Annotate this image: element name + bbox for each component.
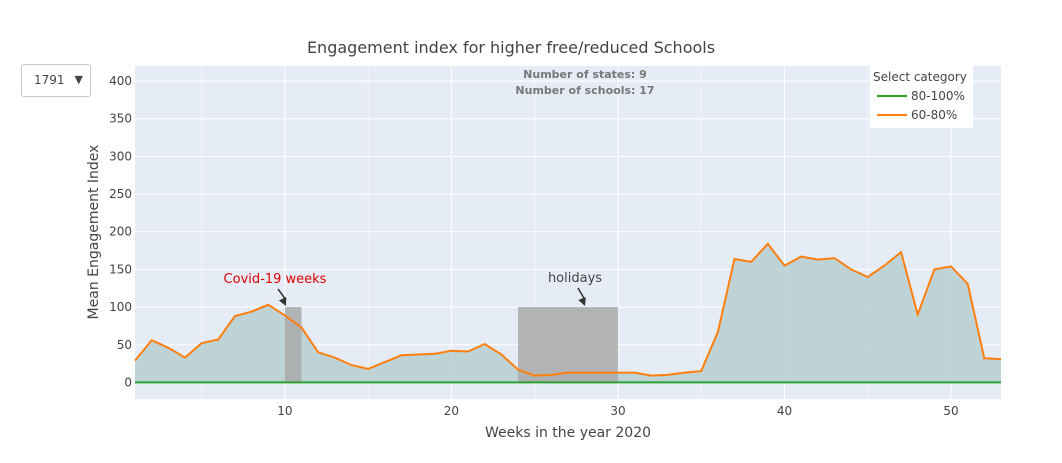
x-tick-label: 20: [444, 404, 459, 418]
legend: Select category 80-100% 60-80%: [870, 66, 973, 128]
x-tick-label: 10: [277, 404, 292, 418]
y-tick-label: 300: [109, 149, 132, 163]
category-dropdown[interactable]: 1791 ▼: [21, 64, 91, 97]
y-tick-label: 250: [109, 187, 132, 201]
series-line-60-80: [134, 242, 1002, 377]
annotation-states: Number of states: 9: [523, 68, 647, 81]
x-tick-label: 50: [943, 404, 958, 418]
x-tick-label: 30: [610, 404, 625, 418]
plot-area: 10 20 30 40 50 0 50 100 150 200 250 300 350 400 Covid-…: [109, 66, 1002, 418]
chart-title: Engagement index for higher free/reduced…: [307, 38, 715, 57]
y-tick-label: 50: [117, 338, 132, 352]
x-axis-label: Weeks in the year 2020: [485, 425, 651, 441]
holidays-annotation: holidays: [548, 271, 602, 286]
legend-title: Select category: [873, 70, 967, 84]
chevron-down-icon: ▼: [74, 73, 83, 86]
covid-weeks-annotation-arrowhead: [278, 297, 287, 306]
covid-weeks-annotation: Covid-19 weeks: [224, 272, 327, 287]
y-tick-label: 0: [124, 375, 132, 389]
y-tick-label: 200: [109, 225, 132, 239]
annotation-schools: Number of schools: 17: [515, 84, 654, 97]
covid-weeks-highlight: [284, 307, 302, 383]
y-tick-label: 400: [109, 74, 132, 88]
holidays-highlight: [518, 307, 618, 383]
y-tick-label: 350: [109, 112, 132, 126]
dropdown-selected-value: 1791: [34, 73, 65, 87]
x-tick-label: 40: [777, 404, 792, 418]
y-tick-label: 150: [109, 262, 132, 276]
y-tick-label: 100: [109, 300, 132, 314]
holidays-annotation-arrowhead: [578, 297, 586, 306]
legend-item-80-100[interactable]: 80-100%: [911, 89, 965, 103]
legend-item-60-80[interactable]: 60-80%: [911, 108, 957, 122]
y-axis-label: Mean Engagement Index: [86, 145, 102, 320]
series-area-60-80: [135, 243, 1001, 383]
